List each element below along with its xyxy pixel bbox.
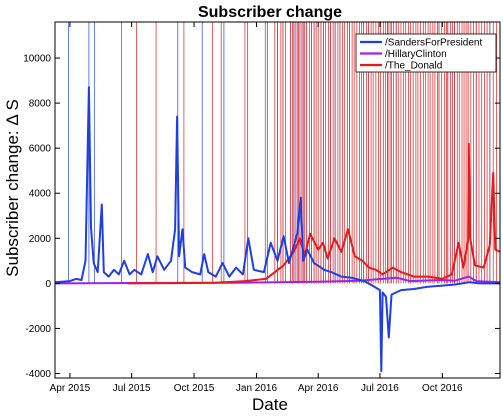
x-tick-label: Oct 2016 xyxy=(422,383,463,394)
y-tick-label: 4000 xyxy=(29,189,52,200)
y-tick-label: -4000 xyxy=(25,369,51,380)
legend-label-sanders: /SandersForPresident xyxy=(385,38,482,49)
y-axis-title: Subscriber change: Δ S xyxy=(3,99,22,277)
series-line-the-donald xyxy=(127,142,501,285)
x-tick-label: Apr 2016 xyxy=(298,383,339,394)
x-tick-label: Jul 2016 xyxy=(361,383,399,394)
series-line-sandersforpresident xyxy=(54,86,500,373)
y-tick-label: 10000 xyxy=(23,54,51,65)
y-ticks-group: -4000 -2000 0 2000 4000 6000 8000 10000 xyxy=(23,54,500,380)
y-tick-label: 0 xyxy=(45,279,51,290)
y-tick-label: 8000 xyxy=(29,99,52,110)
plot-frame xyxy=(54,21,501,379)
x-tick-label: Oct 2015 xyxy=(174,383,215,394)
x-tick-label: Jan 2016 xyxy=(236,383,278,394)
y-tick-label: 6000 xyxy=(29,144,52,155)
legend-label-donald: /The_Donald xyxy=(385,61,442,72)
x-tick-label: Jul 2015 xyxy=(113,383,151,394)
x-axis-title: Date xyxy=(252,395,288,414)
x-ticks-group: Apr 2015 Jul 2015 Oct 2015 Jan 2016 Apr 2016… xyxy=(50,22,463,394)
y-tick-label: -2000 xyxy=(25,324,51,335)
y-tick-label: 2000 xyxy=(29,234,52,245)
chart-title: Subscriber change xyxy=(198,4,342,21)
legend: /SandersForPresident /HillaryClinton /Th… xyxy=(355,33,497,73)
series-lines-group xyxy=(54,86,501,373)
x-tick-label: Apr 2015 xyxy=(50,383,91,394)
legend-label-hillary: /HillaryClinton xyxy=(385,49,447,60)
